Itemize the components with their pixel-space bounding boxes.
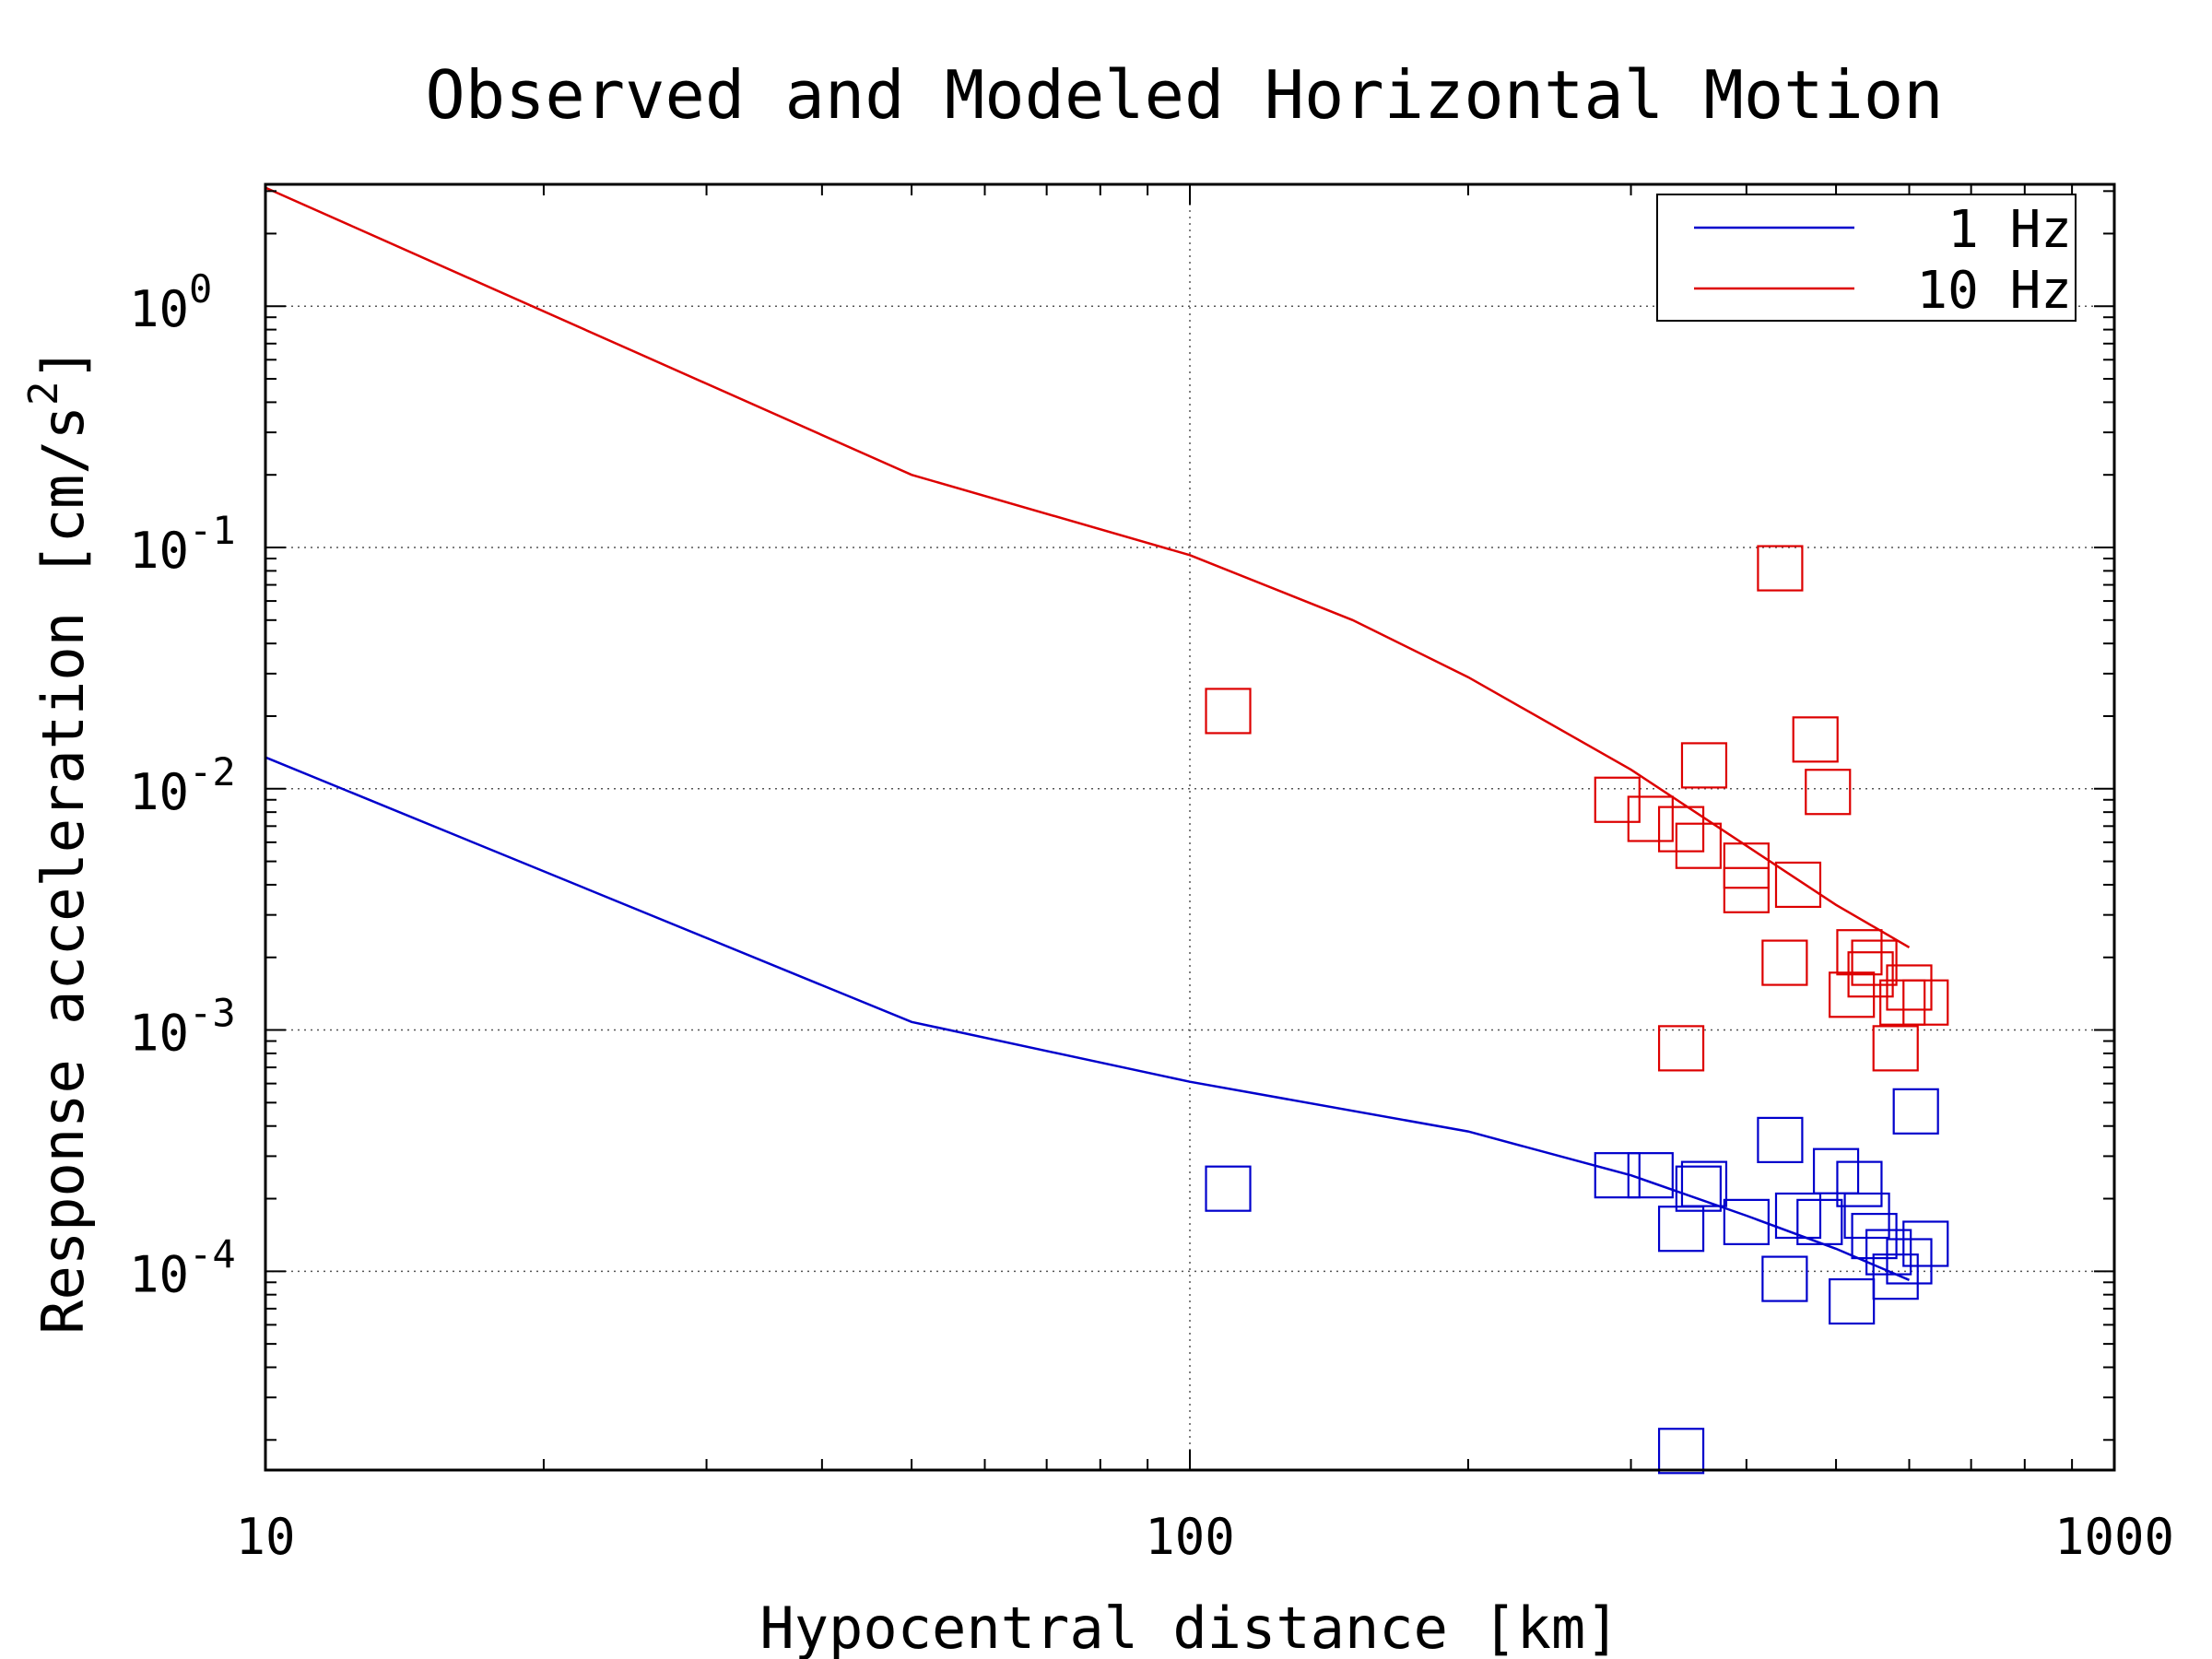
observation-10hz	[1757, 545, 1804, 592]
observation-10hz	[1774, 861, 1822, 909]
model-curve-10hz	[265, 186, 1911, 948]
observation-1hz	[1723, 1198, 1770, 1245]
model-curve-1hz	[265, 756, 1910, 1281]
x-ticks: 10 100 1000	[235, 184, 2174, 1566]
observation-10hz	[1902, 979, 1949, 1026]
y-tick-label: 10-1	[129, 508, 236, 580]
observation-1hz	[1865, 1229, 1912, 1276]
observation-10hz	[1847, 951, 1894, 998]
observation-10hz	[1886, 964, 1933, 1011]
x-tick-label: 10	[235, 1508, 295, 1566]
y-tick-label: 100	[129, 266, 212, 338]
y-axis-label-end: ]	[29, 347, 97, 381]
observation-1hz	[1680, 1160, 1728, 1207]
observation-10hz	[1627, 795, 1674, 842]
legend-label-10hz: 10 Hz	[1916, 261, 2072, 321]
x-tick-label: 100	[1145, 1508, 1235, 1566]
y-tick-label: 10-4	[129, 1231, 236, 1303]
observation-1hz	[1757, 1116, 1804, 1164]
observation-10hz	[1879, 979, 1926, 1026]
x-axis-label: Hypocentral distance [km]	[759, 1594, 1619, 1659]
grid	[265, 184, 2114, 1470]
legend: 1 Hz 10 Hz	[1656, 194, 2077, 322]
observation-10hz	[1723, 842, 1770, 889]
legend-box	[1656, 194, 2077, 322]
observation-10hz	[1657, 1025, 1705, 1072]
chart-title: Observed and Modeled Horizontal Motion	[425, 56, 1943, 134]
observation-10hz	[1594, 776, 1641, 823]
observation-1hz	[1829, 1277, 1876, 1325]
y-tick-label: 10-3	[129, 991, 236, 1063]
observation-1hz	[1761, 1255, 1808, 1302]
observation-10hz	[1851, 939, 1898, 986]
observation-1hz	[1872, 1253, 1919, 1300]
observation-markers	[1205, 545, 1949, 1475]
observation-10hz	[1805, 769, 1852, 816]
y-axis-label-sup: 2	[20, 381, 67, 406]
observation-10hz	[1792, 716, 1839, 763]
observation-1hz	[1657, 1428, 1705, 1475]
observation-10hz	[1680, 742, 1728, 789]
observation-10hz	[1657, 806, 1705, 853]
observation-10hz	[1205, 688, 1252, 735]
observation-1hz	[1657, 1206, 1705, 1253]
observation-1hz	[1594, 1152, 1641, 1199]
observation-1hz	[1886, 1238, 1933, 1285]
observation-10hz	[1872, 1025, 1919, 1072]
legend-label-1hz: 1 Hz	[1947, 200, 2072, 260]
x-tick-label: 1000	[2054, 1508, 2174, 1566]
observation-10hz	[1675, 822, 1722, 869]
observation-1hz	[1675, 1165, 1722, 1212]
y-tick-label: 10-2	[129, 749, 236, 821]
observation-1hz	[1796, 1198, 1843, 1245]
y-ticks: 100 10-1 10-2 10-3 10-4	[129, 190, 2114, 1441]
observation-1hz	[1892, 1088, 1939, 1135]
observation-1hz	[1627, 1152, 1674, 1199]
model-curves	[265, 186, 1911, 1281]
observation-10hz	[1761, 939, 1808, 986]
observation-10hz	[1723, 866, 1770, 913]
observation-1hz	[1812, 1147, 1860, 1194]
observation-1hz	[1836, 1160, 1883, 1207]
y-axis-label: Response acceleration [cm/s2]	[20, 347, 97, 1335]
y-axis-label-main: Response acceleration [cm/s	[29, 406, 97, 1335]
plot-frame	[264, 182, 2116, 1472]
observation-1hz	[1902, 1220, 1949, 1267]
observation-1hz	[1205, 1165, 1252, 1212]
